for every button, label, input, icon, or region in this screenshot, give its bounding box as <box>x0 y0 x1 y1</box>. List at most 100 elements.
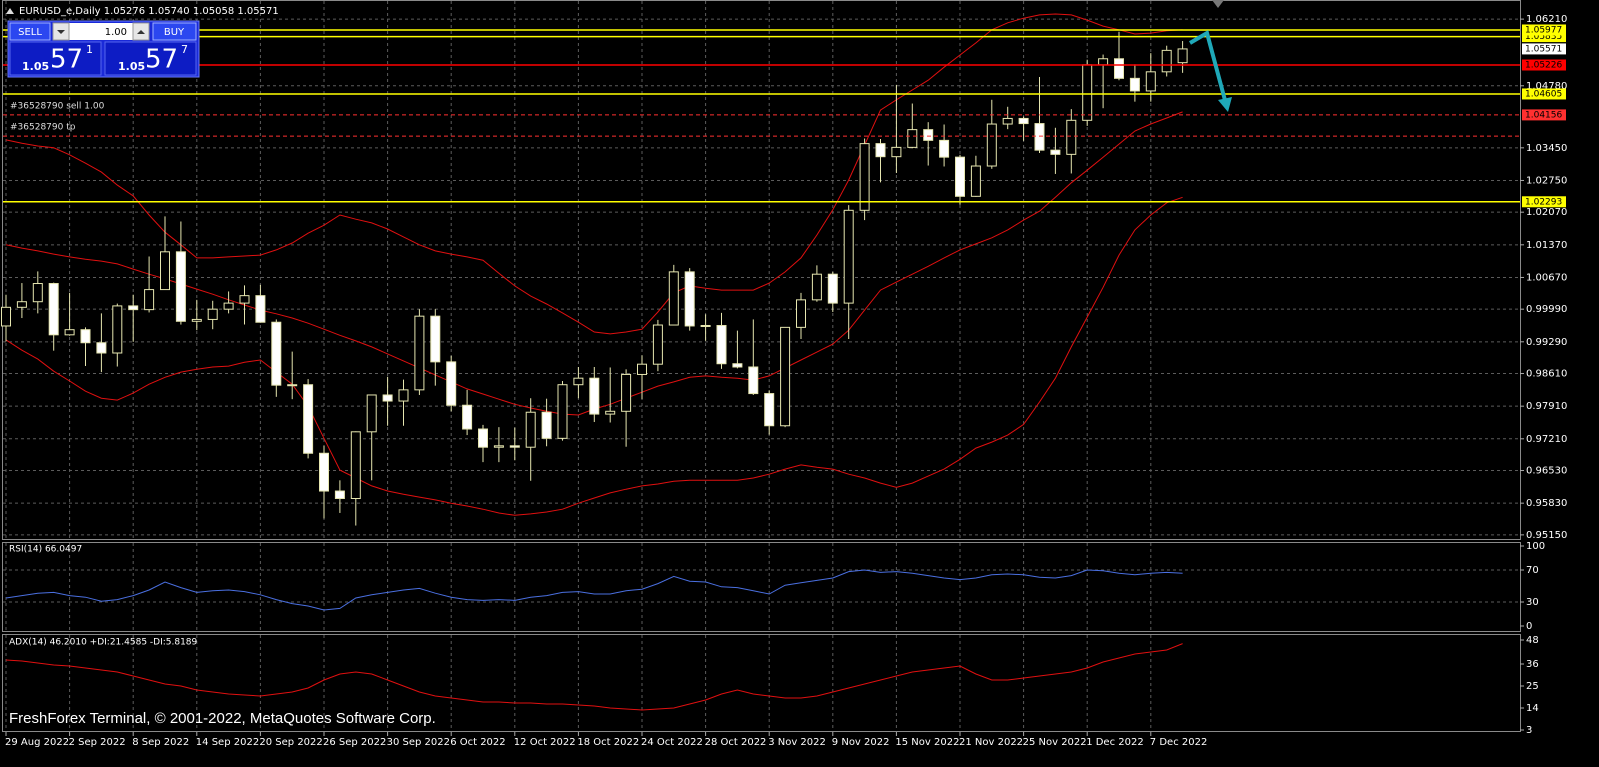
candle-body <box>255 295 266 323</box>
candle-body <box>875 143 886 158</box>
indicator-line <box>5 643 1183 711</box>
candle-body <box>48 283 59 336</box>
y-tick-label: 0.95830 <box>1526 498 1567 509</box>
buy-price-box[interactable] <box>104 41 197 76</box>
x-tick-label: 6 Oct 2022 <box>450 737 505 748</box>
x-tick-label: 8 Sep 2022 <box>132 737 189 748</box>
candle-body <box>796 299 806 328</box>
candle-body <box>303 384 314 454</box>
y-tick-label: 0.96530 <box>1526 466 1567 477</box>
candle-body <box>1098 58 1109 66</box>
candle-body <box>271 321 282 386</box>
candle-body <box>382 394 393 402</box>
y-tick-label: 25 <box>1526 681 1539 692</box>
candle-body <box>319 452 329 492</box>
candle-body <box>557 384 568 439</box>
y-tick-label: 48 <box>1526 635 1539 646</box>
candle-body <box>32 283 43 303</box>
candle-body <box>414 315 425 391</box>
sell-price-big: 1.05 <box>22 60 49 73</box>
level-price-tag: 1.05977 <box>1525 25 1562 35</box>
candle-body <box>509 445 520 448</box>
main-pane-frame <box>2 0 1521 540</box>
candle-body <box>493 445 504 448</box>
level-price-tag: 1.04605 <box>1525 89 1562 99</box>
candle-body <box>366 394 377 433</box>
candle-body <box>462 404 473 430</box>
x-tick-label: 28 Oct 2022 <box>705 737 767 748</box>
candle-body <box>605 410 616 415</box>
candle-body <box>923 129 934 141</box>
trade-panel: SELL 1.00 BUY 1.05 57 1 1.05 57 7 <box>7 20 200 78</box>
x-tick-label: 9 Nov 2022 <box>832 737 890 748</box>
y-tick-label: 1.01370 <box>1526 240 1567 251</box>
candle-body <box>1082 64 1093 121</box>
candle-body <box>907 129 918 148</box>
level-price-tag: 1.02293 <box>1525 197 1562 207</box>
candle-body <box>334 490 345 499</box>
bollinger-band <box>5 13 1183 335</box>
x-tick-label: 1 Dec 2022 <box>1086 737 1144 748</box>
y-tick-label: 100 <box>1526 541 1545 552</box>
candle-body <box>955 156 965 197</box>
candle-body <box>780 326 791 427</box>
collapse-icon[interactable] <box>6 8 14 14</box>
candle-body <box>287 384 298 387</box>
order-label: #36528790 sell 1.00 <box>10 101 105 111</box>
footer: FreshForex Terminal, © 2001-2022, MetaQu… <box>9 710 436 727</box>
x-tick-label: 3 Nov 2022 <box>768 737 826 748</box>
sell-label: SELL <box>18 27 42 38</box>
y-tick-label: 1.02070 <box>1526 207 1567 218</box>
bollinger-band <box>5 196 1183 516</box>
candle-body <box>430 315 441 363</box>
buy-price-pips: 57 <box>145 45 178 75</box>
y-tick-label: 1.02750 <box>1526 175 1567 186</box>
candle-body <box>716 324 727 365</box>
y-tick-label: 30 <box>1526 597 1539 608</box>
y-tick-label: 0.97210 <box>1526 434 1567 445</box>
candle-body <box>1050 149 1061 155</box>
y-tick-label: 1.06210 <box>1526 14 1567 25</box>
candle-body <box>1066 119 1077 155</box>
lot-field[interactable] <box>53 23 149 40</box>
sell-price-point: 1 <box>86 43 93 56</box>
lot-value: 1.00 <box>105 27 127 38</box>
candle-body <box>64 329 75 336</box>
candle-body <box>144 289 155 311</box>
y-tick-label: 1.03450 <box>1526 143 1567 154</box>
candle-body <box>589 377 600 415</box>
candle-body <box>446 361 457 406</box>
indicator-title: RSI(14) 66.0497 <box>9 545 82 555</box>
candle-body <box>732 363 743 368</box>
arrow <box>1188 29 1228 105</box>
order-label: #36528790 tp <box>10 123 76 133</box>
candle-body <box>16 301 27 308</box>
candle-body <box>652 324 663 365</box>
order-price-tag: 1.04156 <box>1525 110 1562 120</box>
candle-body <box>1 306 11 327</box>
sell-price-box[interactable] <box>9 41 102 76</box>
bid-price-tag-bg <box>1522 43 1566 55</box>
candle-body <box>668 271 679 326</box>
y-tick-label: 14 <box>1526 703 1539 714</box>
plot-layer: 29 Aug 2022 2 Sep 2022 8 Sep 2022 14 Sep 20… <box>1 1 1567 748</box>
sell-button[interactable] <box>9 22 51 41</box>
level-price-tag-bg <box>1522 59 1566 71</box>
candle-body <box>128 305 139 311</box>
x-tick-label: 15 Nov 2022 <box>895 737 959 748</box>
x-tick-label: 25 Nov 2022 <box>1023 737 1087 748</box>
candle-body <box>1177 48 1188 64</box>
x-tick-label: 29 Aug 2022 <box>5 737 69 748</box>
candle-body <box>637 363 647 375</box>
adx-pane-frame <box>2 634 1521 732</box>
candle-body <box>207 308 218 320</box>
x-tick-label: 7 Dec 2022 <box>1150 737 1208 748</box>
x-tick-label: 2 Sep 2022 <box>69 737 126 748</box>
y-tick-label: 0.99990 <box>1526 304 1567 315</box>
candle-body <box>827 273 838 304</box>
indicator-title: ADX(14) 46.2010 +DI:21.4585 -DI:5.8189 <box>9 638 198 648</box>
buy-button[interactable] <box>152 22 197 41</box>
sell-price-pips: 57 <box>50 45 83 75</box>
